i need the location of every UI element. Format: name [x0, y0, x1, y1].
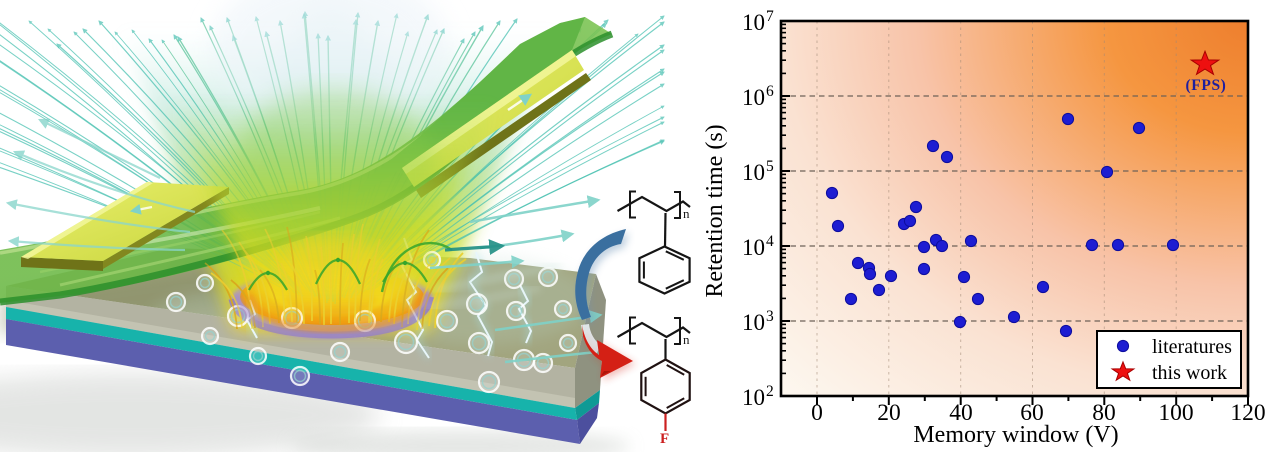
- svg-text:3: 3: [766, 308, 774, 325]
- svg-text:10: 10: [742, 310, 765, 335]
- svg-text:10: 10: [742, 10, 765, 35]
- svg-text:(FPS): (FPS): [1186, 77, 1227, 94]
- svg-text:120: 120: [1230, 400, 1265, 426]
- svg-text:6: 6: [766, 83, 774, 100]
- svg-text:100: 100: [1158, 400, 1193, 426]
- svg-text:80: 80: [1092, 400, 1116, 426]
- svg-text:10: 10: [742, 235, 765, 260]
- svg-text:2: 2: [766, 383, 774, 400]
- svg-text:F: F: [660, 431, 669, 447]
- svg-text:60: 60: [1020, 400, 1044, 426]
- svg-text:5: 5: [766, 158, 774, 175]
- svg-text:Memory window (V): Memory window (V): [913, 422, 1118, 448]
- svg-text:20: 20: [877, 400, 901, 426]
- svg-text:4: 4: [766, 233, 774, 250]
- svg-text:7: 7: [766, 8, 774, 25]
- svg-text:n: n: [683, 332, 690, 347]
- svg-text:10: 10: [742, 85, 765, 110]
- svg-text:literatures: literatures: [1152, 336, 1232, 358]
- svg-text:10: 10: [742, 385, 765, 410]
- svg-text:10: 10: [742, 160, 765, 185]
- svg-text:0: 0: [811, 400, 823, 426]
- svg-text:40: 40: [949, 400, 973, 426]
- svg-text:n: n: [683, 206, 690, 221]
- svg-text:Retention time (s): Retention time (s): [702, 124, 728, 297]
- svg-text:this work: this work: [1152, 362, 1227, 384]
